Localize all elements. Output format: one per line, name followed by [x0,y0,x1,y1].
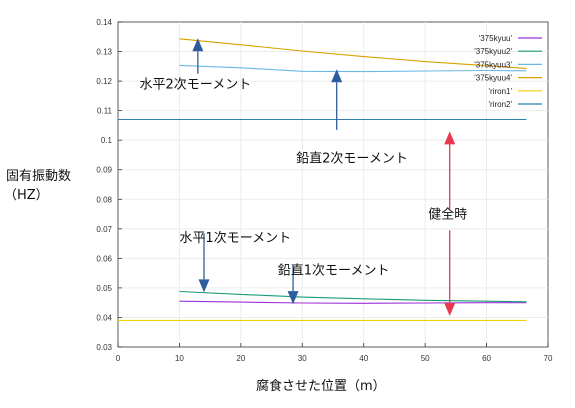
legend-label: '375kyuu3' [474,60,512,69]
series-line [179,290,527,303]
y-tick-label: 0.05 [96,284,112,293]
legend-label: '375kyuu2' [474,47,512,56]
series-group [118,38,527,321]
series-line [179,64,527,73]
y-tick-label: 0.13 [96,48,112,57]
x-tick-label: 40 [359,354,368,363]
legend-label: '375kyuu' [479,34,513,43]
legend-label: 'riron2' [488,100,512,109]
legend-label: '375kyuu4' [474,74,512,83]
arrow-head [444,131,456,145]
x-tick-label: 30 [298,354,307,363]
series-line [179,300,527,304]
x-tick-label: 70 [544,354,553,363]
arrow-head [331,69,343,83]
grid [118,22,548,347]
x-tick-label: 10 [175,354,184,363]
x-tick-label: 50 [421,354,430,363]
y-tick-label: 0.08 [96,195,112,204]
arrow-head [192,38,204,52]
arrows-group [192,38,456,316]
y-tick-label: 0.1 [101,136,113,145]
x-axis-title: 腐食させた位置（m） [256,378,386,394]
annotation-label: 水平1次モーメント [179,230,291,246]
annotation-label: 鉛直1次モーメント [278,263,390,279]
y-tick-label: 0.03 [96,343,112,352]
legend: '375kyuu' '375kyuu2' '375kyuu3' '375kyuu4' '… [474,34,542,109]
y-tick-label: 0.11 [97,107,113,116]
y-axis-title: 固有振動数 [6,169,71,184]
series-line [179,38,527,69]
x-axis: 0 10 20 30 40 50 60 70 [116,343,553,363]
annotation-label: 水平2次モーメント [140,76,252,92]
y-tick-label: 0.04 [96,313,112,322]
plot-frame [117,21,549,348]
arrow-head [198,279,210,293]
y-tick-label: 0.06 [96,254,112,263]
y-axis: 0.03 0.04 0.05 0.06 0.07 0.08 0.09 0.1 0.11 0.12 0… [96,18,122,352]
annotation-label: 健全時 [428,206,467,222]
x-tick-label: 60 [482,354,491,363]
arrow-head [287,291,299,305]
annotation-label: 鉛直2次モーメント [296,150,408,166]
y-tick-label: 0.14 [96,18,112,27]
y-tick-label: 0.07 [96,225,112,234]
x-tick-label: 0 [116,354,121,363]
legend-label: 'riron1' [488,87,512,96]
arrow-head [444,302,456,316]
y-tick-label: 0.12 [96,77,112,86]
y-axis-unit: （HZ） [4,188,49,203]
y-tick-label: 0.09 [96,166,112,175]
x-tick-label: 20 [236,354,245,363]
